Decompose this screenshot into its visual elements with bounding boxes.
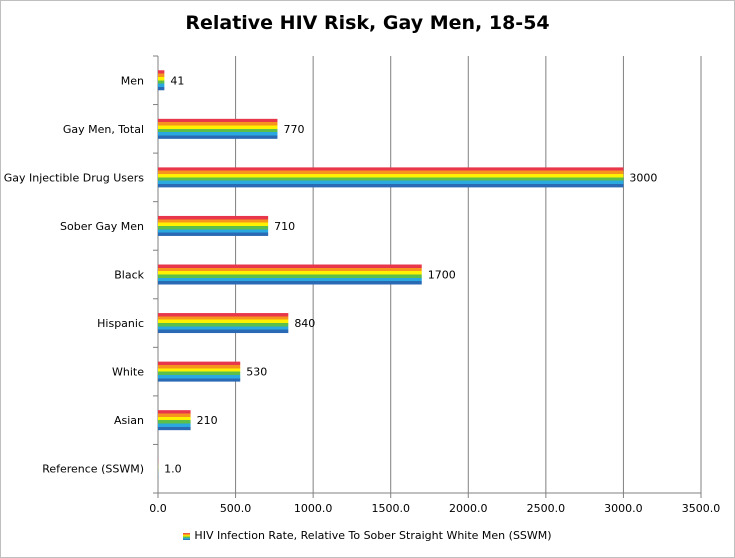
data-label: 710 xyxy=(274,220,295,233)
data-label: 770 xyxy=(283,123,304,136)
data-label: 1700 xyxy=(428,269,456,282)
x-tick-label: 0.0 xyxy=(149,502,167,515)
data-label: 1.0 xyxy=(164,463,182,476)
chart-title: Relative HIV Risk, Gay Men, 18-54 xyxy=(185,12,550,34)
category-label: Men xyxy=(121,74,144,87)
bar xyxy=(158,118,278,139)
bar xyxy=(158,70,165,91)
data-label: 530 xyxy=(246,366,267,379)
category-label: Gay Injectible Drug Users xyxy=(4,171,145,184)
bar xyxy=(158,410,191,431)
category-label: White xyxy=(112,366,144,379)
legend-swatch-icon xyxy=(183,532,191,540)
category-label: Black xyxy=(114,269,144,282)
data-label: 41 xyxy=(170,74,184,87)
data-label: 840 xyxy=(294,317,315,330)
bar xyxy=(158,361,241,382)
bar xyxy=(158,215,269,236)
legend-label: HIV Infection Rate, Relative To Sober St… xyxy=(194,529,552,542)
x-tick-label: 3500.0 xyxy=(682,502,721,515)
category-label: Gay Men, Total xyxy=(63,123,144,136)
data-label: 3000 xyxy=(629,171,657,184)
data-label: 210 xyxy=(197,414,218,427)
x-tick-label: 2000.0 xyxy=(449,502,488,515)
legend: HIV Infection Rate, Relative To Sober St… xyxy=(0,529,735,542)
bar xyxy=(158,167,624,188)
x-tick-label: 3000.0 xyxy=(604,502,643,515)
bar xyxy=(158,313,289,334)
bar xyxy=(158,264,422,285)
category-label: Hispanic xyxy=(97,317,144,330)
x-tick-label: 1000.0 xyxy=(294,502,333,515)
category-label: Reference (SSWM) xyxy=(42,463,144,476)
x-tick-label: 500.0 xyxy=(220,502,252,515)
x-tick-label: 1500.0 xyxy=(371,502,410,515)
category-label: Sober Gay Men xyxy=(60,220,144,233)
category-label: Asian xyxy=(114,414,144,427)
x-tick-label: 2500.0 xyxy=(527,502,566,515)
